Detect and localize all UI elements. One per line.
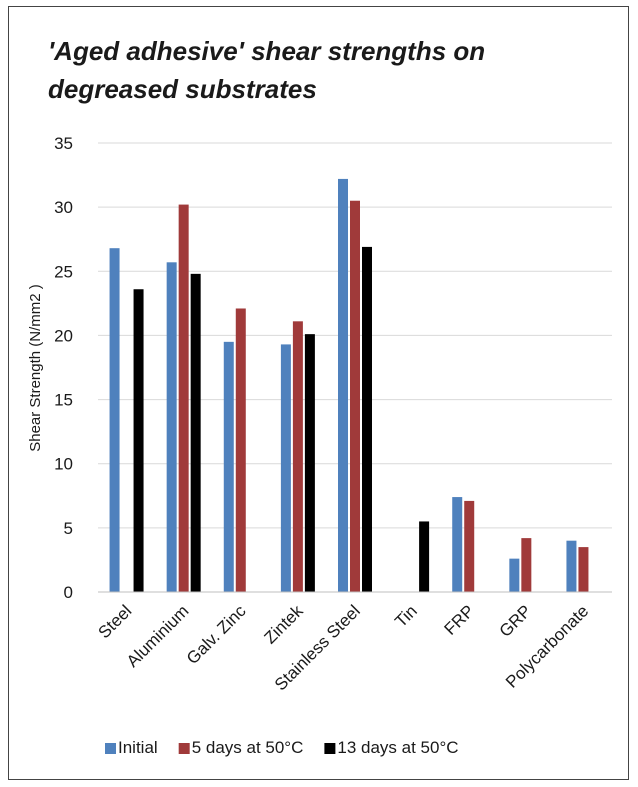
legend-swatch-3 xyxy=(324,743,336,754)
legend-label-1: Initial xyxy=(118,738,158,757)
bar-galv-zinc-series-1 xyxy=(223,341,234,592)
x-tick-label: Steel xyxy=(95,601,136,642)
y-tick-label: 30 xyxy=(54,198,73,217)
legend: Initial 5 days at 50°C 13 days at 50°C xyxy=(105,738,459,757)
chart-title-line-1: 'Aged adhesive' shear strengths on xyxy=(48,36,485,66)
y-tick-label: 10 xyxy=(54,455,73,474)
bar-grp-series-1 xyxy=(509,558,520,592)
y-tick-label: 20 xyxy=(54,326,73,345)
bar-stainless-steel-series-2 xyxy=(350,200,360,592)
y-tick-label: 5 xyxy=(64,519,73,538)
y-tick-label: 15 xyxy=(54,391,73,410)
y-axis-label: Shear Strength (N/mm2 ) xyxy=(27,284,44,452)
legend-label-3: 13 days at 50°C xyxy=(337,738,458,757)
x-tick-label: FRP xyxy=(441,601,478,638)
bar-polycarbonate-series-2 xyxy=(578,547,589,592)
bar-aluminium-series-2 xyxy=(178,204,189,592)
bar-stainless-steel-series-3 xyxy=(362,246,372,592)
y-tick-label: 25 xyxy=(54,262,73,281)
bar-polycarbonate-series-1 xyxy=(566,540,577,592)
legend-swatch-2 xyxy=(178,743,190,754)
x-tick-label: Zintek xyxy=(261,601,308,648)
chart-title: 'Aged adhesive' shear strengths on degre… xyxy=(48,36,485,104)
x-tick-label: GRP xyxy=(496,601,535,640)
bar-aluminium-series-3 xyxy=(190,273,201,592)
y-tick-labels: 0 5 10 15 20 25 30 35 xyxy=(54,134,73,602)
chart-title-line-2: degreased substrates xyxy=(48,74,317,104)
bar-galv-zinc-series-2 xyxy=(235,308,246,592)
bar-zintek-series-1 xyxy=(280,344,291,592)
bar-zintek-series-3 xyxy=(304,334,315,592)
bar-steel-series-3 xyxy=(133,289,144,592)
bar-tin-series-3 xyxy=(419,521,430,592)
bar-grp-series-2 xyxy=(521,538,532,592)
bar-stainless-steel-series-1 xyxy=(338,178,348,593)
x-tick-label: Aluminium xyxy=(123,601,193,671)
x-tick-label: Tin xyxy=(391,601,421,631)
y-tick-label: 0 xyxy=(64,583,73,602)
legend-label-2: 5 days at 50°C xyxy=(192,738,304,757)
bar-zintek-series-2 xyxy=(292,321,303,592)
legend-swatch-1 xyxy=(105,743,116,754)
bar-frp-series-2 xyxy=(464,500,475,592)
bars xyxy=(109,178,589,593)
x-tick-label: Galv. Zinc xyxy=(183,601,250,668)
bar-aluminium-series-1 xyxy=(166,262,177,592)
bar-steel-series-1 xyxy=(109,248,120,593)
y-tick-label: 35 xyxy=(54,134,73,153)
bar-frp-series-1 xyxy=(452,497,463,592)
